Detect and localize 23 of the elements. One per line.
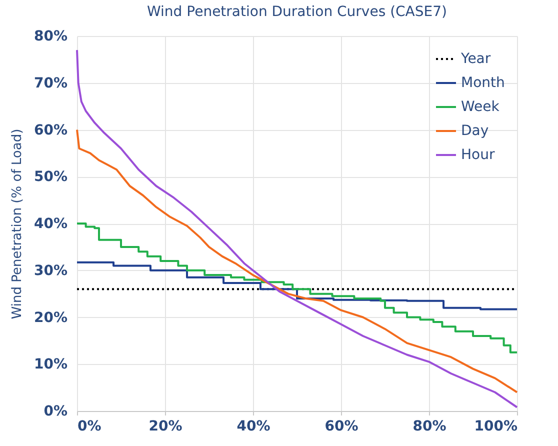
x-tick-label: 20% — [148, 418, 182, 434]
y-tick-label: 80% — [34, 28, 68, 44]
x-tick-label: 40% — [236, 418, 270, 434]
y-tick-label: 40% — [34, 216, 68, 232]
x-tick-label: 100% — [474, 418, 518, 434]
y-axis-title: Wind Penetration (% of Load) — [10, 128, 25, 320]
y-tick-label: 70% — [34, 75, 68, 92]
legend-label: Hour — [461, 147, 495, 163]
legend-label: Week — [461, 99, 500, 115]
y-tick-label: 0% — [44, 404, 68, 420]
y-tick-label: 50% — [34, 169, 68, 186]
legend-label: Month — [461, 75, 505, 91]
x-tick-label: 0% — [78, 418, 102, 434]
legend-label: Year — [460, 51, 491, 67]
x-tick-label: 80% — [412, 418, 446, 434]
y-tick-label: 30% — [34, 262, 68, 279]
chart-title: Wind Penetration Duration Curves (CASE7) — [147, 4, 447, 20]
y-tick-label: 10% — [34, 356, 68, 373]
x-tick-label: 60% — [324, 418, 358, 434]
y-tick-label: 60% — [34, 122, 68, 138]
legend-label: Day — [461, 123, 489, 139]
y-tick-label: 20% — [34, 310, 68, 326]
line-series — [76, 49, 518, 408]
